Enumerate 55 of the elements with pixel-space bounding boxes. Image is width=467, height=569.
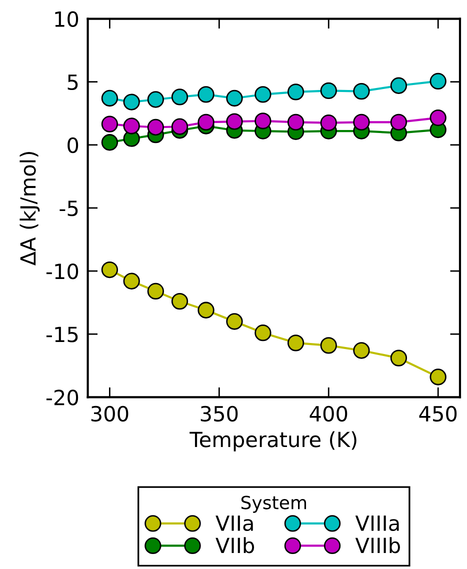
point <box>147 282 164 300</box>
legend-label: VIIb <box>216 537 254 554</box>
y-tick-label: -20 <box>46 390 78 406</box>
y-tick-label: -5 <box>60 200 78 216</box>
point <box>147 118 164 136</box>
point <box>147 91 164 108</box>
point <box>123 118 140 134</box>
y-tick-label: 0 <box>68 137 78 154</box>
x-tick-label: 350 <box>200 406 238 422</box>
point <box>390 350 408 366</box>
point <box>254 324 272 342</box>
point <box>101 90 118 107</box>
point <box>254 86 272 103</box>
legend-label: VIIIa <box>355 516 399 532</box>
y-tick-label: 10 <box>55 11 78 27</box>
y-tick-label: -10 <box>46 263 78 280</box>
x-tick-label: 450 <box>419 406 457 422</box>
point <box>320 82 337 100</box>
point <box>320 114 337 132</box>
y-tick-label: -15 <box>46 326 78 342</box>
point <box>254 112 272 130</box>
x-axis-title: Temperature (K) <box>190 431 356 452</box>
point <box>101 134 118 151</box>
point <box>226 113 243 130</box>
legend-label: VIIIb <box>355 537 400 554</box>
point <box>353 114 370 131</box>
point <box>287 114 304 131</box>
point <box>198 302 214 318</box>
point <box>287 334 304 352</box>
point <box>226 90 243 107</box>
point <box>430 72 446 90</box>
point <box>171 118 188 135</box>
point <box>390 77 408 94</box>
point <box>101 261 118 278</box>
point <box>226 313 243 330</box>
point <box>287 84 304 100</box>
y-tick-label: 5 <box>68 74 78 90</box>
legend-title: System <box>241 496 306 513</box>
legend-label: VIIa <box>216 516 253 532</box>
point <box>171 292 188 310</box>
point <box>198 114 214 131</box>
point <box>353 82 370 100</box>
point <box>320 337 337 354</box>
point <box>198 86 214 103</box>
point <box>171 88 188 106</box>
x-tick-label: 400 <box>310 406 348 422</box>
x-tick-label: 300 <box>91 406 128 422</box>
point <box>353 342 370 359</box>
point <box>123 94 140 110</box>
point <box>430 368 446 386</box>
point <box>430 109 446 126</box>
y-axis-title: ΔA (kJ/mol) <box>20 152 40 266</box>
point <box>101 116 118 132</box>
point <box>123 272 140 290</box>
point <box>390 114 408 131</box>
